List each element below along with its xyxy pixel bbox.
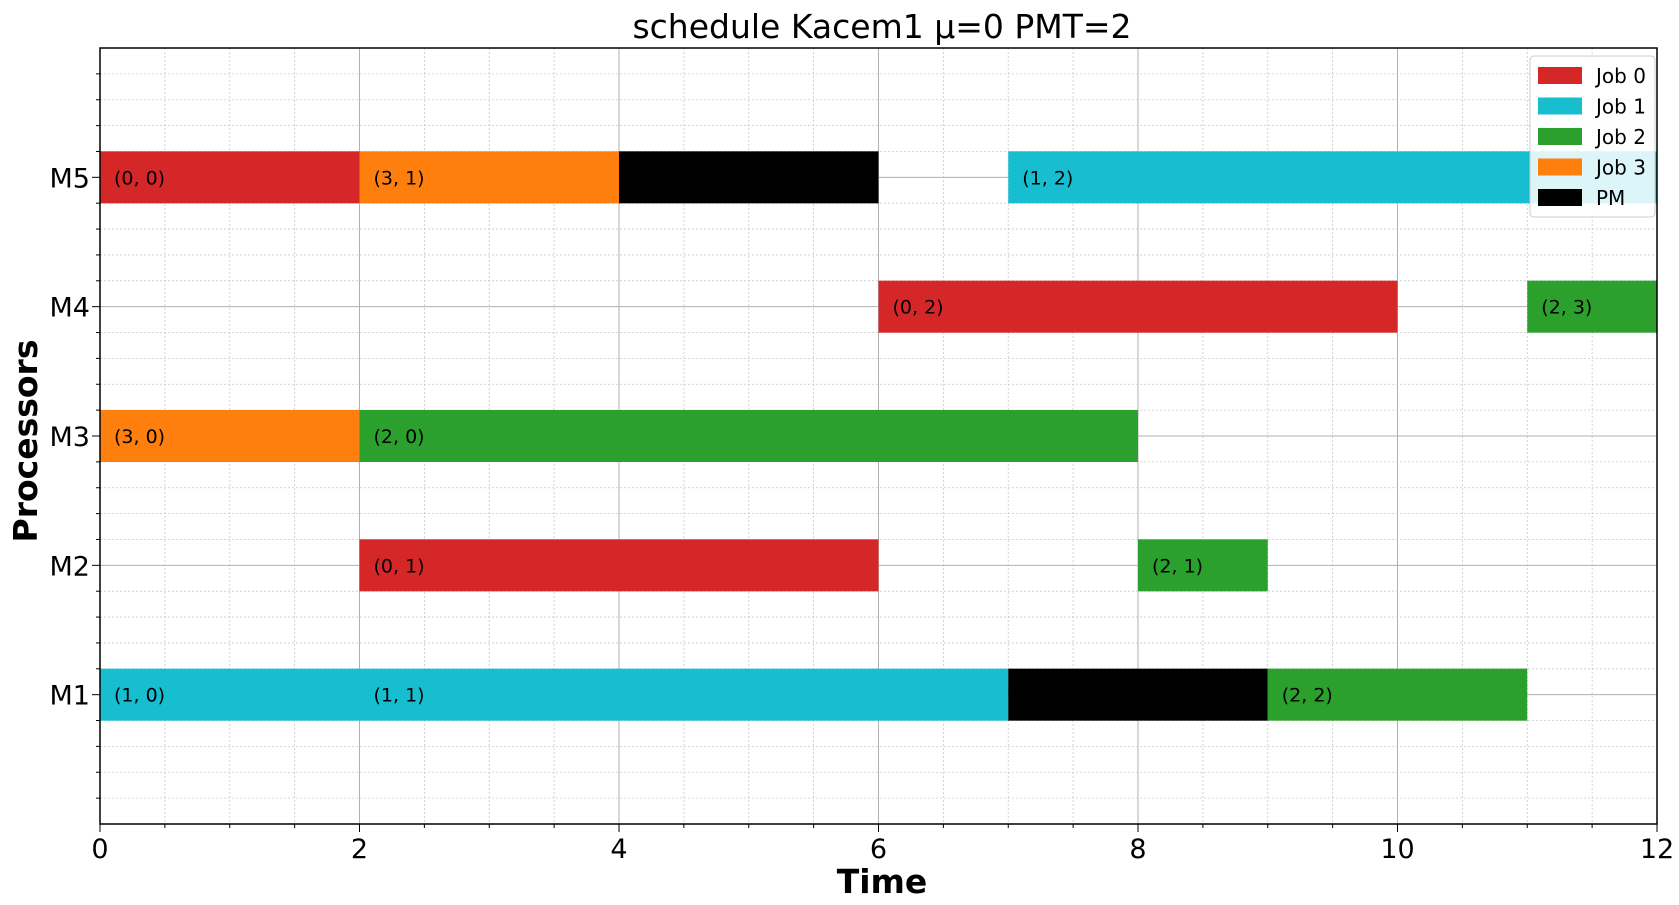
- task-label: (1, 2): [1022, 167, 1073, 189]
- legend-label: Job 1: [1594, 95, 1646, 119]
- task-bar: [100, 668, 360, 721]
- x-tick-label: 0: [91, 834, 108, 865]
- legend-swatch: [1538, 67, 1582, 84]
- x-tick-label: 8: [1129, 834, 1146, 865]
- task-bar: [359, 539, 879, 592]
- y-tick-label: M3: [50, 422, 90, 453]
- x-tick-label: 4: [610, 834, 627, 865]
- task-label: (3, 1): [374, 167, 425, 189]
- task-label: (1, 1): [374, 685, 425, 707]
- task-bar: [100, 151, 360, 204]
- task-bar: [1008, 668, 1268, 721]
- legend-swatch: [1538, 189, 1582, 206]
- task-label: (2, 3): [1541, 297, 1592, 319]
- legend-swatch: [1538, 97, 1582, 115]
- y-tick-label: M4: [50, 293, 90, 324]
- axis-ticks: 0 2 4 6 8 10 12 M1 M2 M3 M4 M5: [50, 73, 1674, 865]
- x-axis-label: Time: [837, 862, 928, 901]
- x-tick-label: 2: [351, 834, 368, 865]
- task-label: (2, 1): [1152, 555, 1203, 577]
- legend-label: Job 0: [1594, 64, 1646, 88]
- task-bar: [1527, 280, 1657, 333]
- task-label: (0, 1): [374, 555, 425, 577]
- legend-label: Job 2: [1594, 125, 1646, 149]
- task-label: (1, 0): [114, 685, 165, 707]
- task-bar: [1138, 539, 1268, 592]
- task-bar: [359, 151, 619, 204]
- task-label: (3, 0): [114, 426, 165, 448]
- task-bar: [619, 151, 879, 204]
- x-tick-label: 12: [1640, 834, 1674, 865]
- legend-label: PM: [1596, 186, 1625, 210]
- task-label: (0, 0): [114, 167, 165, 189]
- legend-swatch: [1538, 158, 1582, 176]
- legend-swatch: [1538, 128, 1582, 145]
- task-bar: [878, 280, 1398, 333]
- y-tick-label: M5: [50, 163, 90, 194]
- task-label: (2, 0): [374, 426, 425, 448]
- x-tick-label: 10: [1380, 834, 1414, 865]
- chart-title: schedule Kacem1 μ=0 PMT=2: [632, 7, 1131, 46]
- legend-box: [1529, 55, 1656, 218]
- y-tick-label: M1: [50, 681, 90, 712]
- y-tick-label: M2: [50, 551, 90, 582]
- legend-label: Job 3: [1594, 156, 1646, 180]
- task-label: (2, 2): [1282, 685, 1333, 707]
- y-axis-label: Processors: [6, 340, 45, 543]
- task-bar: [359, 668, 1009, 721]
- legend: Job 0 Job 1 Job 2 Job 3 PM: [1529, 55, 1656, 218]
- task-bar: [359, 410, 1138, 462]
- task-bar: [1267, 668, 1528, 721]
- x-tick-label: 6: [870, 834, 887, 865]
- task-bar: [100, 410, 360, 462]
- task-label: (0, 2): [893, 297, 944, 319]
